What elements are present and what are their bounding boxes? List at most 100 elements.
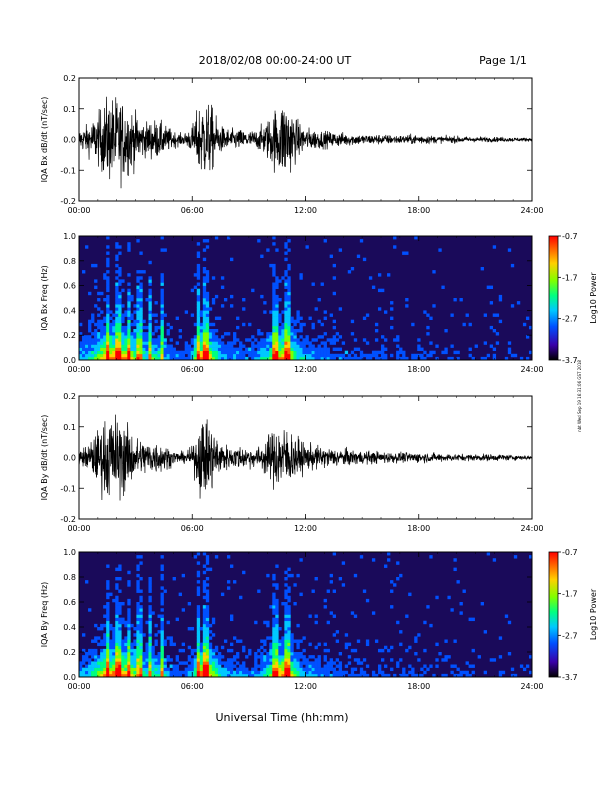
spectrogram-cell xyxy=(245,673,249,678)
spectrogram-cell xyxy=(106,652,110,656)
spectrogram-cell xyxy=(492,313,497,317)
spectrogram-cell xyxy=(374,356,379,361)
spectrogram-cell xyxy=(97,344,101,348)
spectrogram-cell xyxy=(287,313,291,317)
spectrogram-cell xyxy=(127,307,131,311)
spectrogram-cell xyxy=(109,627,113,631)
spectrogram-cell xyxy=(272,608,276,612)
spectrogram-cell xyxy=(329,313,333,317)
spectrogram-cell xyxy=(208,347,213,351)
spectrogram-cell xyxy=(263,301,267,305)
spectrogram-cell xyxy=(266,655,270,659)
spectrogram-cell xyxy=(468,353,472,358)
spectrogram-cell xyxy=(272,236,276,240)
spectrogram-cell xyxy=(350,667,355,672)
spectrogram-cell xyxy=(169,658,173,662)
spectrogram-cell xyxy=(106,341,110,345)
spectrogram-cell xyxy=(254,667,258,672)
spectrogram-cell xyxy=(254,356,258,361)
spectrogram-cell xyxy=(124,353,128,358)
timestamp-stamp: nbt Wed Sep 19 16:31:06 GST 2018 xyxy=(577,360,582,432)
spectrogram-cell xyxy=(196,294,201,299)
spectrogram-cell xyxy=(115,245,119,249)
spectrogram-cell xyxy=(281,642,285,647)
y-tick-label: 0.1 xyxy=(63,105,76,114)
spectrogram-cell xyxy=(263,655,267,659)
spectrogram-cell xyxy=(287,319,291,324)
spectrogram-cell xyxy=(202,633,207,637)
spectrogram-cell xyxy=(432,673,436,678)
spectrogram-cell xyxy=(190,658,195,662)
spectrogram-cell xyxy=(133,332,137,336)
spectrogram-cell xyxy=(148,639,152,643)
spectrogram-cell xyxy=(444,347,448,351)
spectrogram-cell xyxy=(281,645,285,650)
plot-frame xyxy=(78,77,533,202)
spectrogram-cell xyxy=(420,353,424,358)
spectrogram-cell xyxy=(112,648,116,653)
spectrogram-cell xyxy=(429,664,433,668)
spectrogram-cell xyxy=(88,291,92,296)
spectrogram-cell xyxy=(109,344,113,348)
spectrogram-cell xyxy=(196,611,201,615)
spectrogram-cell xyxy=(359,673,364,678)
spectrogram-cell xyxy=(97,353,101,358)
x-tick-label: 12:00 xyxy=(294,206,317,215)
spectrogram-cell xyxy=(390,307,394,311)
spectrogram-cell xyxy=(139,627,143,631)
spectrogram-cell xyxy=(510,304,515,308)
spectrogram-cell xyxy=(275,658,279,662)
spectrogram-cell xyxy=(193,335,198,339)
spectrogram-cell xyxy=(196,670,201,675)
spectrogram-cell xyxy=(127,642,131,647)
spectrogram-cell xyxy=(202,661,207,665)
spectrogram-cell xyxy=(305,353,309,358)
spectrogram-cell xyxy=(172,673,176,678)
spectrogram-cell xyxy=(202,322,207,327)
spectrogram-cell xyxy=(160,645,164,650)
spectrogram-cell xyxy=(233,655,237,659)
x-tick-label: 12:00 xyxy=(294,682,317,691)
spectrogram-cell xyxy=(196,592,201,597)
spectrogram-cell xyxy=(417,633,421,637)
spectrogram-cell xyxy=(127,245,131,249)
spectrogram-cell xyxy=(332,341,336,345)
spectrogram-cell xyxy=(109,670,113,675)
panel-4: 00:00 06:00 12:00 18:00 24:001.00.80.60.40.2… xyxy=(40,548,544,691)
spectrogram-cell xyxy=(139,325,143,330)
spectrogram-cell xyxy=(438,248,442,252)
spectrogram-cell xyxy=(202,313,207,317)
spectrogram-cell xyxy=(371,353,376,358)
spectrogram-cell xyxy=(236,347,240,351)
spectrogram-cell xyxy=(151,648,155,653)
spectrogram-cell xyxy=(205,645,210,650)
spectrogram-cell xyxy=(169,673,173,678)
spectrogram-cell xyxy=(368,353,373,358)
spectrogram-cell xyxy=(290,325,294,330)
spectrogram-cell xyxy=(257,664,261,668)
spectrogram-cell xyxy=(94,338,98,342)
spectrogram-cell xyxy=(160,322,164,327)
spectrogram-cell xyxy=(287,332,291,336)
spectrogram-cell xyxy=(208,623,213,628)
spectrogram-cell xyxy=(142,319,146,324)
spectrogram-cell xyxy=(223,353,228,358)
spectrogram-cell xyxy=(272,642,276,647)
spectrogram-cell xyxy=(139,319,143,324)
spectrogram-cell xyxy=(154,623,158,628)
spectrogram-cell xyxy=(498,655,503,659)
spectrogram-cell xyxy=(371,285,376,289)
spectrogram-cell xyxy=(145,341,149,345)
spectrogram-cell xyxy=(130,344,134,348)
spectrogram-cell xyxy=(139,298,143,302)
spectrogram-cell xyxy=(79,670,83,675)
spectrogram-cell xyxy=(139,611,143,615)
spectrogram-cell xyxy=(142,356,146,361)
spectrogram-cell xyxy=(269,341,273,345)
spectrogram-cell xyxy=(118,623,122,628)
spectrogram-cell xyxy=(287,288,291,293)
spectrogram-cell xyxy=(145,673,149,678)
spectrogram-cell xyxy=(136,608,140,612)
spectrogram-cell xyxy=(103,325,107,330)
spectrogram-cell xyxy=(353,667,358,672)
